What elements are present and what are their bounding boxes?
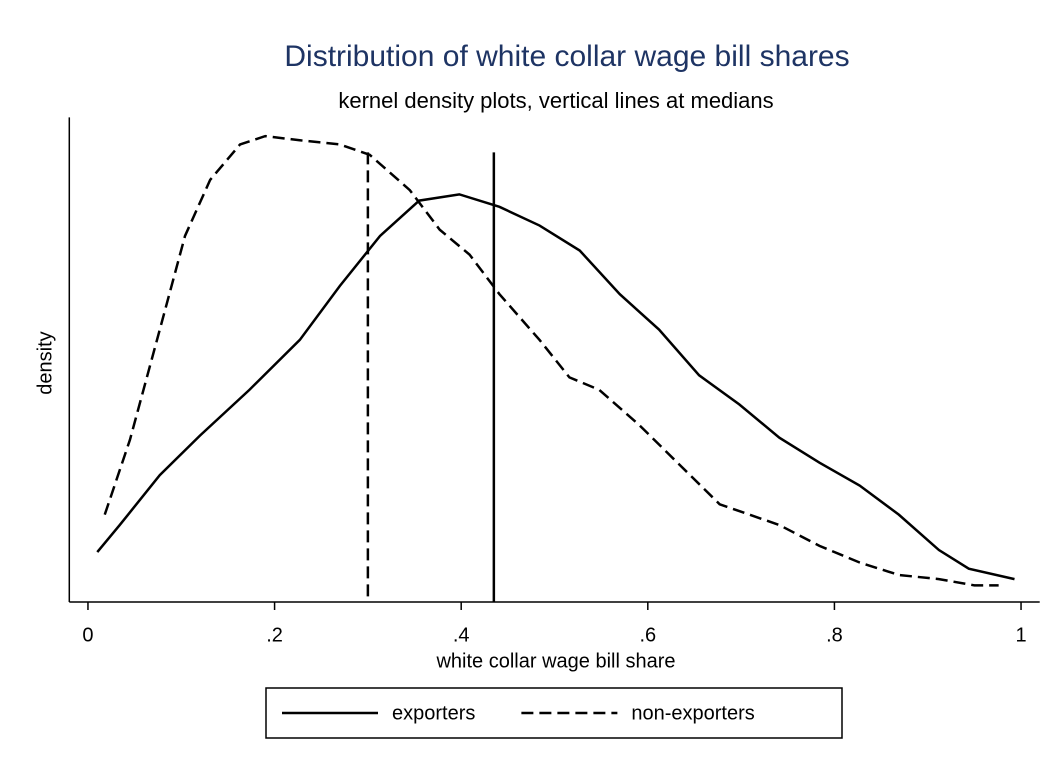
legend-box [265, 687, 843, 739]
x-tick-label: 1 [1015, 624, 1026, 646]
x-axis-label: white collar wage bill share [435, 650, 675, 672]
x-tick-label: .4 [453, 624, 470, 646]
legend-label: non-exporters [631, 702, 754, 724]
y-axis-label: density [34, 331, 56, 394]
chart-title: Distribution of white collar wage bill s… [284, 40, 849, 73]
x-tick-label: .2 [266, 624, 283, 646]
legend-label: exporters [392, 702, 475, 724]
x-tick-label: .8 [826, 624, 843, 646]
x-tick-label: 0 [82, 624, 93, 646]
density-line [103, 134, 999, 587]
density-line [96, 193, 1015, 581]
chart-subtitle: kernel density plots, vertical lines at … [338, 88, 773, 113]
x-tick-label: .6 [639, 624, 656, 646]
